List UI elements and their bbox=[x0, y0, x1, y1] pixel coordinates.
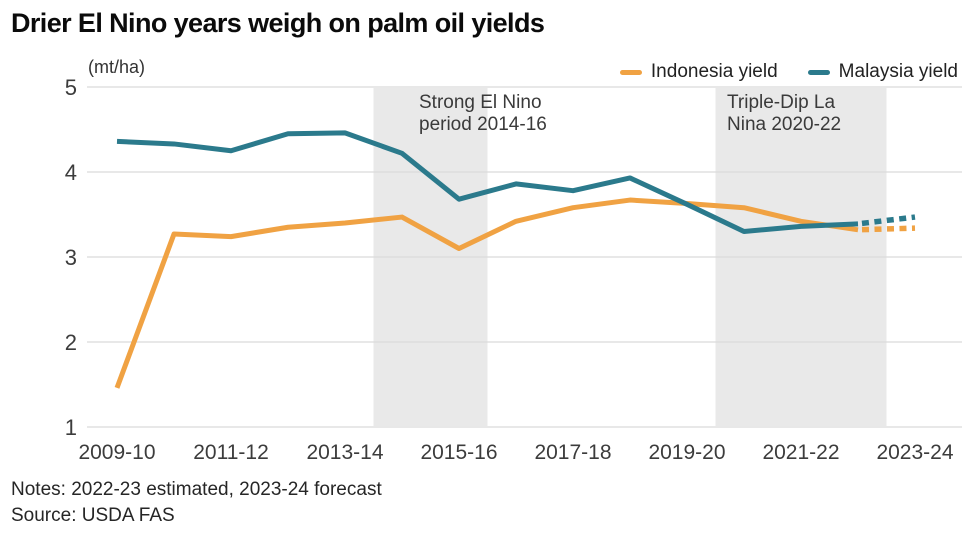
x-tick-label: 2011-12 bbox=[193, 441, 269, 464]
unit-label: (mt/ha) bbox=[88, 57, 146, 77]
y-tick-label: 5 bbox=[65, 75, 77, 100]
x-tick-label: 2019-20 bbox=[648, 441, 725, 464]
indonesia-swatch-icon bbox=[619, 69, 642, 75]
legend-item-indonesia: Indonesia yield bbox=[619, 61, 778, 83]
annotation-la-nina-line2: Nina 2020-22 bbox=[727, 114, 842, 135]
x-tick-label: 2009-10 bbox=[78, 441, 155, 464]
legend-label-indonesia: Indonesia yield bbox=[650, 61, 778, 82]
malaysia-forecast-line bbox=[857, 214, 916, 227]
indonesia-line bbox=[114, 197, 859, 389]
malaysia-line bbox=[116, 130, 859, 234]
annotation-el-nino-line1: Strong El Nino bbox=[419, 92, 542, 113]
annotation-la-nina: Triple-Dip La Nina 2020-22 bbox=[727, 92, 841, 136]
legend-item-malaysia: Malaysia yield bbox=[807, 61, 958, 83]
legend-label-malaysia: Malaysia yield bbox=[838, 61, 958, 82]
y-tick-label: 2 bbox=[65, 330, 77, 355]
y-tick-label: 3 bbox=[65, 245, 77, 270]
x-tick-label: 2013-14 bbox=[306, 441, 383, 464]
y-tick-label: 1 bbox=[65, 415, 77, 440]
annotation-el-nino-line2: period 2014-16 bbox=[419, 114, 547, 135]
x-tick-label: 2017-18 bbox=[534, 441, 611, 464]
notes-text: Notes: 2022-23 estimated, 2023-24 foreca… bbox=[11, 479, 382, 500]
indonesia-forecast-line bbox=[857, 225, 916, 233]
legend: Indonesia yield Malaysia yield bbox=[619, 61, 958, 83]
annotation-la-nina-line1: Triple-Dip La bbox=[727, 92, 836, 113]
source-text: Source: USDA FAS bbox=[11, 505, 175, 526]
malaysia-swatch-icon bbox=[807, 69, 830, 75]
chart-title: Drier El Nino years weigh on palm oil yi… bbox=[11, 8, 545, 38]
x-tick-label: 2021-22 bbox=[762, 441, 839, 464]
notes-block: Notes: 2022-23 estimated, 2023-24 foreca… bbox=[11, 477, 382, 529]
x-tick-label: 2023-24 bbox=[876, 441, 953, 464]
x-tick-label: 2015-16 bbox=[420, 441, 497, 464]
annotation-el-nino: Strong El Nino period 2014-16 bbox=[419, 92, 547, 136]
y-tick-label: 4 bbox=[65, 160, 77, 185]
